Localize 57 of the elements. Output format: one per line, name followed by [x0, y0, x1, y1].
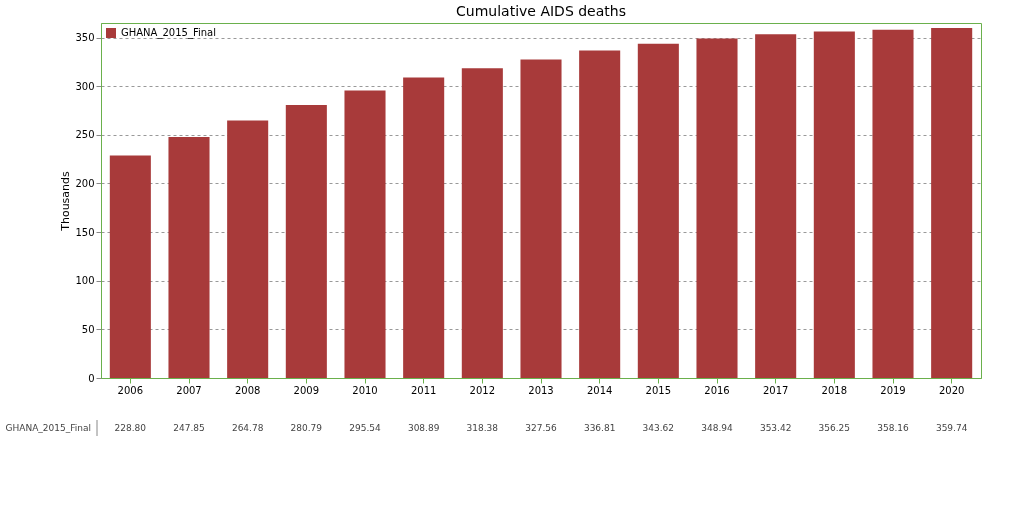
x-tick-label: 2008 [234, 384, 261, 396]
x-tick-label: 2011 [410, 384, 437, 396]
bar [755, 34, 797, 378]
x-tick-label: 2018 [821, 384, 848, 396]
y-tick-label: 300 [75, 80, 95, 92]
bar [403, 77, 445, 378]
x-tick-label: 2014 [586, 384, 613, 396]
y-tick-label: 200 [75, 177, 95, 189]
chart-title: Cumulative AIDS deaths [456, 3, 626, 19]
bar [520, 59, 562, 378]
x-tick-label: 2017 [762, 384, 789, 396]
data-label: 247.85 [173, 423, 205, 433]
x-tick-label: 2020 [938, 384, 965, 396]
data-label: 336.81 [583, 423, 616, 433]
data-label: 359.74 [935, 423, 968, 433]
x-tick-label: 2006 [117, 384, 144, 396]
y-tick-label: 350 [75, 32, 95, 44]
bar [931, 28, 973, 378]
y-tick-label: 250 [75, 129, 95, 141]
x-tick-label: 2009 [293, 384, 320, 396]
bar [109, 155, 151, 378]
data-label: 356.25 [818, 423, 851, 433]
data-label: 348.94 [701, 423, 734, 433]
bar [227, 120, 269, 378]
data-label: 353.42 [759, 423, 792, 433]
data-label: 308.89 [407, 423, 440, 433]
bar [285, 104, 327, 378]
bar [872, 29, 914, 378]
data-label: 228.80 [114, 423, 147, 433]
bar [344, 90, 386, 378]
data-label: 327.56 [525, 423, 558, 433]
data-label: 318.38 [466, 423, 499, 433]
legend-label: GHANA_2015_Final [121, 27, 216, 39]
data-label: 343.62 [642, 423, 675, 433]
bar [696, 38, 738, 378]
bar [168, 136, 210, 378]
x-tick-label: 2016 [704, 384, 730, 396]
data-label: 280.79 [290, 423, 323, 433]
y-tick-label: 150 [75, 226, 95, 238]
x-tick-label: 2013 [528, 384, 554, 396]
bar [579, 50, 621, 378]
x-tick-label: 2015 [645, 384, 672, 396]
bar [461, 68, 503, 378]
x-tick-label: 2019 [880, 384, 906, 396]
data-label: 295.54 [349, 423, 382, 433]
bar [813, 31, 855, 378]
data-label: 358.16 [877, 423, 910, 433]
text: GHANA_2015_Final [5, 423, 91, 433]
x-tick-label: 2007 [176, 384, 202, 396]
x-tick-label: 2010 [352, 384, 378, 396]
x-tick-label: 2012 [469, 384, 496, 396]
y-tick-label: 100 [75, 275, 95, 287]
y-axis-title: Thousands [59, 170, 73, 232]
y-tick-label: 0 [88, 372, 95, 384]
data-label: 264.78 [231, 423, 264, 433]
y-tick-label: 50 [81, 323, 95, 335]
bar [637, 43, 679, 378]
